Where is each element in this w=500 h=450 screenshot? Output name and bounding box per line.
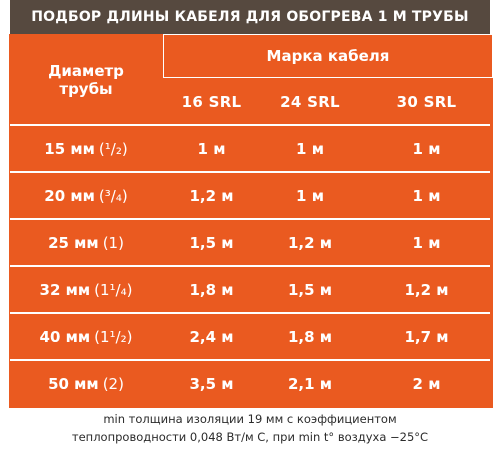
diameter-cell: 50 мм (2) — [10, 360, 162, 407]
diameter-mm: 15 мм — [44, 139, 95, 158]
row-divider — [10, 265, 490, 267]
length-cell: 1 м — [361, 125, 492, 172]
diameter-inch: (³/₄) — [98, 186, 128, 205]
diameter-header-line2: трубы — [59, 80, 113, 98]
diameter-cell: 25 мм (1) — [10, 219, 162, 266]
length-cell: 1 м — [361, 219, 492, 266]
cable-length-table: Диаметр трубы Марка кабеля 16 SRL 24 SRL… — [10, 35, 492, 407]
length-cell: 1,2 м — [361, 266, 492, 313]
length-cell: 2,1 м — [261, 360, 359, 407]
diameter-inch: (1¹/₄) — [94, 280, 133, 299]
footnote-line1: min толщина изоляции 19 мм с коэффициент… — [103, 412, 397, 426]
row-divider — [10, 124, 490, 126]
diameter-cell: 20 мм (³/₄) — [10, 172, 162, 219]
diameter-mm: 25 мм — [48, 233, 99, 252]
diameter-header: Диаметр трубы — [10, 35, 162, 125]
cable-brand-header: Марка кабеля — [164, 35, 492, 79]
diameter-inch: (¹/₂) — [98, 139, 128, 158]
diameter-mm: 20 мм — [44, 186, 95, 205]
length-cell: 1,7 м — [361, 313, 492, 360]
diameter-mm: 40 мм — [39, 327, 91, 346]
length-cell: 2 м — [361, 360, 492, 407]
model-header-16srl: 16 SRL — [164, 79, 259, 125]
length-cell: 1,5 м — [261, 266, 359, 313]
model-header-24srl: 24 SRL — [261, 79, 359, 125]
length-cell: 1 м — [261, 125, 359, 172]
diameter-inch: (2) — [102, 374, 124, 393]
row-divider — [10, 171, 490, 173]
footnote-line2: теплопроводности 0,048 Вт/м С, при min t… — [71, 430, 429, 444]
diameter-cell: 32 мм (1¹/₄) — [10, 266, 162, 313]
length-cell: 1 м — [164, 125, 259, 172]
length-cell: 1,8 м — [261, 313, 359, 360]
diameter-inch: (1) — [102, 233, 124, 252]
length-cell: 1,5 м — [164, 219, 259, 266]
page-title: ПОДБОР ДЛИНЫ КАБЕЛЯ ДЛЯ ОБОГРЕВА 1 М ТРУ… — [10, 0, 490, 34]
length-cell: 2,4 м — [164, 313, 259, 360]
length-cell: 3,5 м — [164, 360, 259, 407]
length-cell: 1,2 м — [164, 172, 259, 219]
diameter-header-line1: Диаметр — [48, 62, 124, 80]
diameter-cell: 15 мм (¹/₂) — [10, 125, 162, 172]
diameter-mm: 32 мм — [39, 280, 91, 299]
length-cell: 1,2 м — [261, 219, 359, 266]
diameter-inch: (1¹/₂) — [94, 327, 133, 346]
row-divider — [10, 218, 490, 220]
row-divider — [10, 359, 490, 361]
footnote: min толщина изоляции 19 мм с коэффициент… — [0, 410, 500, 446]
row-divider — [10, 312, 490, 314]
length-cell: 1 м — [361, 172, 492, 219]
length-cell: 1,8 м — [164, 266, 259, 313]
diameter-mm: 50 мм — [48, 374, 99, 393]
model-header-30srl: 30 SRL — [361, 79, 492, 125]
length-cell: 1 м — [261, 172, 359, 219]
diameter-cell: 40 мм (1¹/₂) — [10, 313, 162, 360]
